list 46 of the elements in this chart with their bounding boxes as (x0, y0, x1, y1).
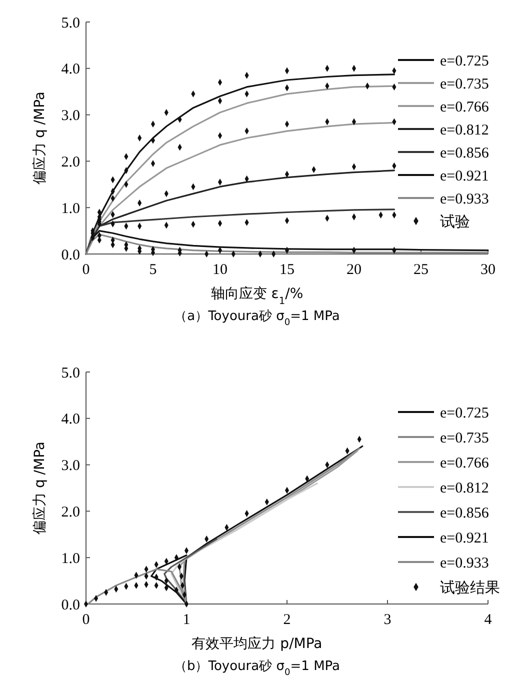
y-tick-label: 5.0 (61, 15, 80, 32)
legend-label: 试验结果 (440, 578, 500, 596)
x-axis-title: 轴向应变 ε$_{1}$/% (210, 286, 304, 306)
y-axis-title: 偏应力 q /MPa (32, 92, 48, 184)
y-tick-label: 0.0 (61, 597, 80, 614)
y-tick-label: 4.0 (61, 62, 80, 78)
y-tick-label: 1.0 (61, 200, 80, 217)
legend-label: e=0.921 (440, 530, 489, 546)
text: （b）Toyoura砂 σ$_{0}$=1 MPa (174, 659, 340, 678)
x-tick-label: 0 (82, 262, 90, 278)
y-axis-title: 偏应力 q /MPa (32, 442, 48, 534)
legend-label: e=0.933 (440, 191, 489, 208)
legend-label: e=0.735 (440, 430, 489, 446)
x-tick-label: 25 (414, 262, 428, 278)
legend-label: e=0.856 (440, 145, 490, 162)
x-tick-label: 30 (480, 262, 496, 278)
x-tick-label: 4 (484, 612, 492, 628)
legend-label: e=0.725 (440, 53, 489, 70)
x-tick-label: 1 (182, 612, 190, 628)
y-tick-label: 0.0 (61, 247, 80, 264)
legend-label: 试验 (440, 212, 470, 230)
x-axis-title: 有效平均应力 p/MPa (192, 636, 322, 652)
legend-label: e=0.933 (440, 555, 489, 572)
legend-label: e=0.725 (440, 405, 489, 422)
x-tick-label: 5 (149, 262, 157, 278)
y-tick-label: 2.0 (61, 504, 80, 520)
legend-label: e=0.812 (440, 480, 489, 496)
text: （a）Toyoura砂 σ$_{0}$=1 MPa (174, 309, 340, 328)
x-tick-label: 3 (384, 612, 392, 628)
legend-label: e=0.735 (440, 76, 489, 92)
x-tick-label: 10 (212, 262, 228, 278)
legend-label: e=0.766 (440, 455, 490, 472)
y-tick-label: 1.0 (61, 550, 80, 567)
y-tick-label: 4.0 (61, 412, 80, 428)
legend-label: e=0.856 (440, 505, 490, 522)
y-tick-label: 2.0 (61, 154, 80, 170)
x-tick-label: 20 (346, 262, 362, 278)
legend-label: e=0.812 (440, 122, 489, 138)
y-tick-label: 3.0 (61, 108, 80, 124)
x-tick-label: 15 (280, 262, 294, 278)
y-tick-label: 5.0 (61, 365, 80, 382)
legend-label: e=0.766 (440, 99, 490, 116)
legend-label: e=0.921 (440, 168, 489, 184)
y-tick-label: 3.0 (61, 458, 80, 474)
x-tick-label: 0 (82, 612, 90, 628)
x-tick-label: 2 (283, 612, 291, 628)
